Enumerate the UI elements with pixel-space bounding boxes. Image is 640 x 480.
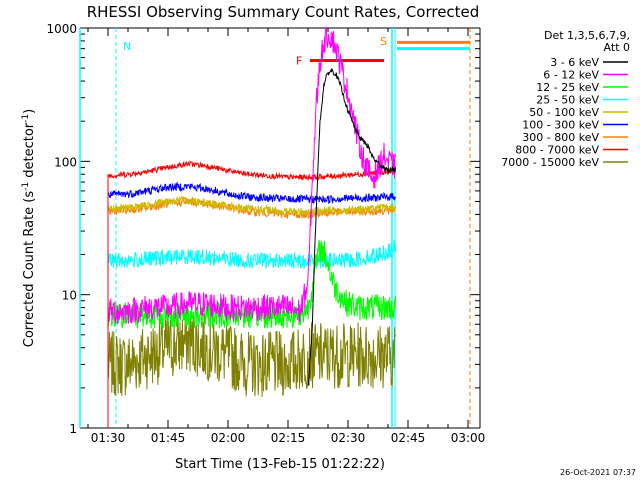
series-line [107,26,396,324]
annotation-layer: N S F [79,28,471,428]
x-axis-label: Start Time (13-Feb-15 01:22:22) [175,457,385,472]
legend-header-line2: Att 0 [604,41,630,54]
y-tick-label: 1 [69,422,77,436]
x-tick-label: 01:45 [151,431,186,445]
y-label-sup1: -1 [21,182,31,191]
series-line [307,68,397,386]
x-tick-label: 02:30 [331,431,366,445]
y-axis-label: Corrected Count Rate (s-1 detector-1) [21,109,37,347]
legend-label: 3 - 6 keV [550,56,599,69]
series-line [107,160,396,182]
series-line [107,239,396,270]
x-tick-label: 02:00 [211,431,246,445]
y-tick-label: 10 [62,289,77,303]
series-layer [107,26,397,428]
y-tick-label: 100 [54,155,77,169]
timestamp: 26-Oct-2021 07:37 [560,468,636,477]
flare-label: F [296,55,302,68]
y-tick-label: 1000 [46,22,77,36]
saa-label: S [380,35,387,48]
legend-label: 800 - 7000 keV [515,144,599,157]
y-label-sup2: -1 [21,114,31,123]
legend-label: 12 - 25 keV [536,81,599,94]
chart-title: RHESSI Observing Summary Count Rates, Co… [87,3,480,21]
night-label: N [123,40,131,53]
legend-label: 50 - 100 keV [529,106,599,119]
legend-label: 7000 - 15000 keV [501,156,599,169]
legend-label: 300 - 800 keV [522,131,599,144]
x-tick-label: 03:00 [451,431,486,445]
y-label-end: ) [22,109,37,114]
series-line [108,181,396,205]
y-label-mid: detector [22,122,37,182]
series-line [107,195,396,217]
x-tick-label: 02:45 [391,431,426,445]
legend-header-line1: Det 1,3,5,6,7,9, [544,29,630,42]
legend-label: 6 - 12 keV [543,69,599,82]
legend-label: 100 - 300 keV [522,119,599,132]
series-line [107,309,396,397]
series-line [107,239,396,329]
axis-ticks: 01:30 01:45 02:00 02:15 02:30 02:45 03:00 1 10 10… [46,22,485,445]
legend-label: 25 - 50 keV [536,94,599,107]
x-tick-label: 02:15 [271,431,306,445]
x-tick-label: 01:30 [91,431,126,445]
y-label-main: Corrected Count Rate (s [22,191,37,348]
